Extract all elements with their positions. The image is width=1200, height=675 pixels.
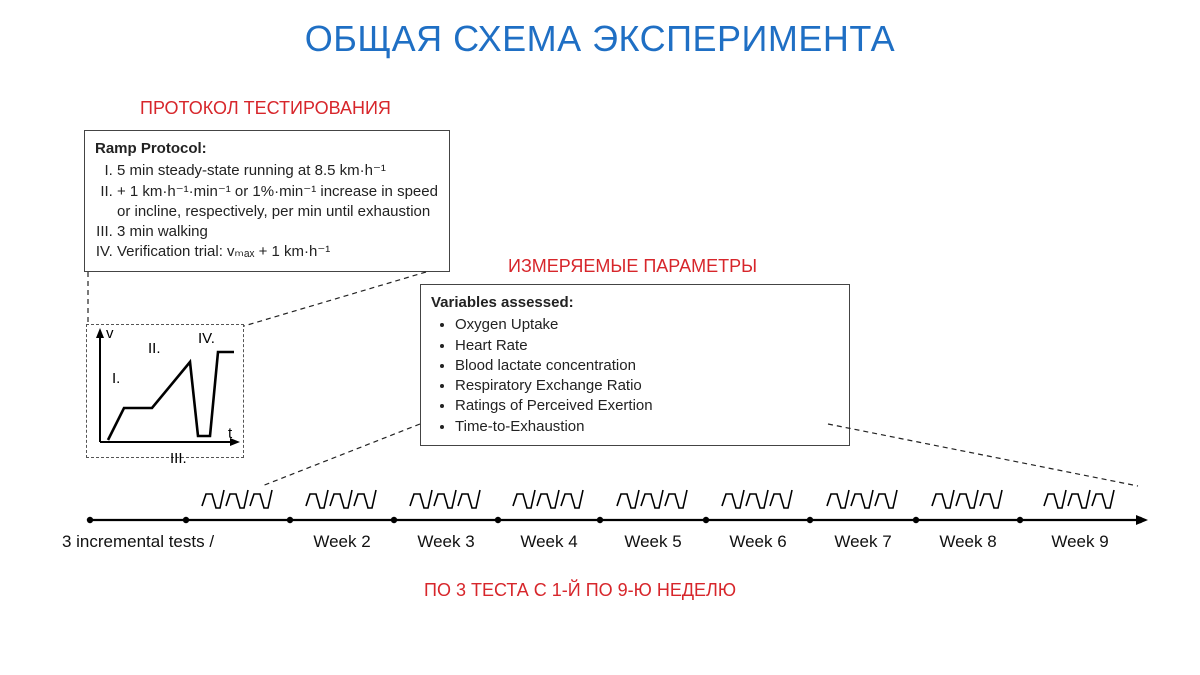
timeline-label: Week 3	[401, 532, 491, 552]
phase-label: III.	[170, 450, 187, 467]
timeline-label: Week 9	[1035, 532, 1125, 552]
phase-label: IV.	[198, 330, 215, 347]
timeline-label: Week 4	[504, 532, 594, 552]
timeline-label: Week 7	[818, 532, 908, 552]
timeline-label: Week 5	[608, 532, 698, 552]
timeline	[0, 0, 1200, 675]
timeline-label: Week 6	[713, 532, 803, 552]
phase-label: I.	[112, 370, 120, 387]
timeline-label: 3 incremental tests /week	[48, 532, 228, 552]
timeline-label: Week 8	[923, 532, 1013, 552]
phase-label: II.	[148, 340, 161, 357]
timeline-label: Week 2	[297, 532, 387, 552]
